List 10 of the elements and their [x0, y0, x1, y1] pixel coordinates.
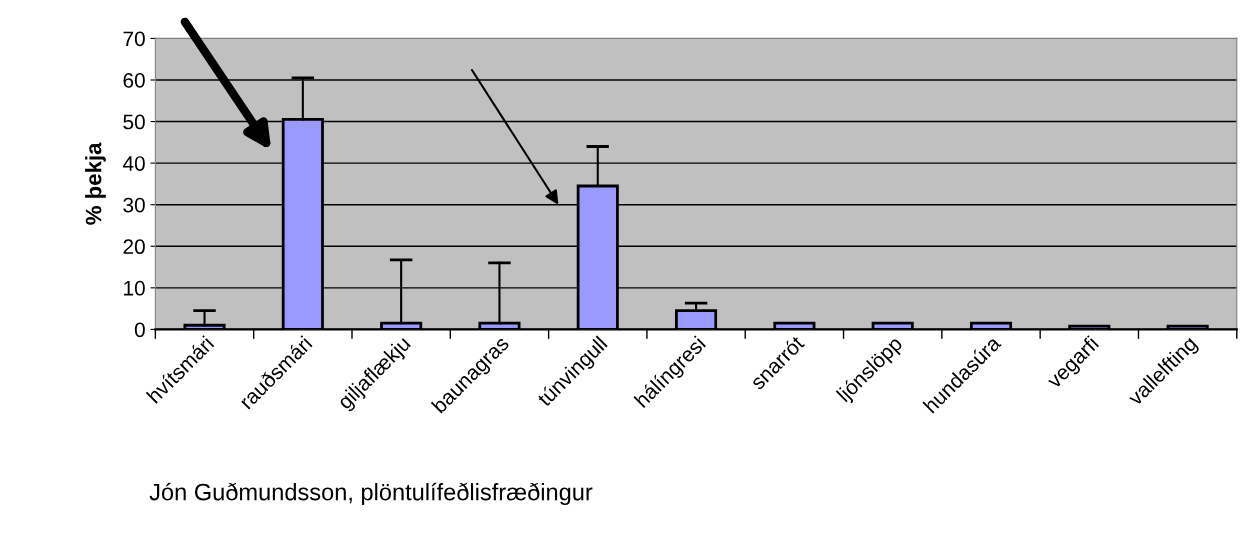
y-tick-label: 30	[123, 197, 145, 213]
y-tick-label: 0	[134, 322, 145, 338]
y-tick-label: 50	[123, 114, 145, 130]
y-tick-label: 10	[124, 280, 145, 296]
y-tick-label: 20	[123, 239, 145, 255]
y-tick-label: 40	[122, 156, 145, 171]
text: Jón Guðmundsson, plöntulífeðlisfræðingur	[149, 482, 593, 506]
y-axis-title: % þekja	[85, 142, 106, 225]
y-tick-label: 60	[123, 73, 145, 88]
y-tick-label: 70	[123, 31, 145, 47]
